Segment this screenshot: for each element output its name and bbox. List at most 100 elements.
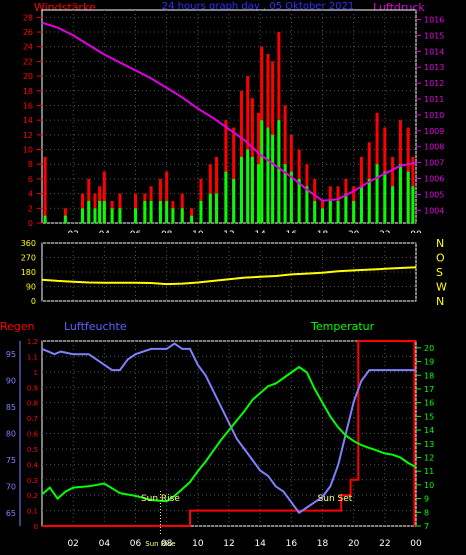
wind-bar (165, 200, 169, 223)
sun-annotations: Sun Rise Sun Rise Sun Set (141, 491, 353, 548)
temperature-tick-label: 20 (424, 344, 434, 353)
wind-bar (305, 186, 309, 223)
temperature-tick-label: 13 (424, 440, 434, 449)
wind-x-tick-label: 20 (348, 230, 360, 233)
pressure-tick-label: 1016 (424, 16, 444, 25)
wind-bar (87, 200, 91, 223)
temperature-tick-label: 19 (424, 358, 434, 367)
temperature-tick-label: 16 (424, 399, 434, 408)
wind-bar (110, 208, 114, 223)
direction-y-ticks: 0 90 180 270 360 (21, 239, 36, 306)
pressure-line-path (41, 21, 417, 202)
sunset-label: Sun Set (318, 494, 353, 504)
rain-tick-label: 0.2 (27, 492, 38, 500)
direction-grid (42, 242, 417, 302)
pressure-tick-label: 1013 (424, 63, 444, 72)
temp-x-tick-label: 18 (317, 539, 329, 549)
temperature-tick-label: 10 (424, 481, 434, 490)
wind-bar (257, 164, 261, 223)
wind-bar (215, 156, 219, 223)
rain-tick-label: 0.8 (27, 400, 38, 408)
wind-y-tick-label: 22 (23, 57, 33, 66)
humidity-tick-label: 75 (6, 456, 16, 465)
wind-x-tick-label: 06 (130, 230, 142, 233)
wind-y-tick-label: 20 (23, 72, 33, 81)
direction-y-tick-label: 360 (21, 239, 36, 248)
wind-y-tick-label: 2 (28, 204, 33, 213)
wind-bar (391, 186, 395, 223)
rain-tick-label: 0.1 (27, 508, 38, 516)
pressure-tick-label: 1004 (424, 206, 444, 215)
compass-label: O (436, 252, 445, 265)
humidity-tick-label: 65 (6, 509, 16, 518)
wind-bar (246, 149, 250, 223)
wind-bar (199, 200, 203, 223)
wind-y-tick-label: 6 (28, 175, 33, 184)
wind-bar (383, 171, 387, 223)
wind-x-tick-label: 04 (99, 230, 111, 233)
wind-bar (313, 200, 317, 223)
wind-x-tick-label: 12 (223, 230, 234, 233)
wind-y-tick-label: 26 (23, 28, 33, 37)
temp-x-tick-label: 02 (67, 539, 78, 549)
temp-grid (42, 340, 417, 527)
wind-bar (297, 178, 301, 223)
rain-line (42, 340, 416, 527)
wind-pressure-chart: Windstärke 24 hours graph day , 05 Oktob… (23, 1, 445, 233)
humidity-y-ticks: 65 70 75 80 85 90 95 (6, 341, 21, 526)
wind-x-tick-label: 16 (286, 230, 298, 233)
wind-bar (375, 164, 379, 223)
wind-x-tick-label: 00 (410, 230, 422, 233)
temperature-axis-title: Temperatur (310, 320, 375, 333)
wind-bar (398, 164, 402, 223)
wind-bar (93, 208, 97, 223)
temp-x-ticks: 02 04 06 08 10 12 14 16 18 20 22 00 (67, 539, 422, 549)
temp-x-tick-label: 10 (192, 539, 204, 549)
wind-y-tick-label: 10 (23, 146, 33, 155)
humidity-axis-title: Luftfeuchte (64, 320, 127, 333)
pressure-y-ticks: 1004 1005 1006 1007 1008 1009 1010 1011 1012 1013… (416, 16, 444, 215)
wind-bar (102, 171, 106, 223)
pressure-tick-label: 1012 (424, 79, 444, 88)
temperature-tick-label: 12 (424, 453, 434, 462)
wind-bar (98, 200, 102, 223)
sunrise-label: Sun Rise (141, 494, 180, 504)
wind-bar (190, 215, 194, 223)
temp-x-tick-label: 22 (379, 539, 390, 549)
humidity-tick-label: 70 (6, 482, 16, 491)
wind-bar (250, 156, 254, 223)
wind-bar (43, 215, 47, 223)
wind-bar (406, 171, 410, 223)
temperature-tick-label: 15 (424, 412, 434, 421)
temp-x-tick-label: 00 (410, 539, 422, 549)
pressure-tick-label: 1006 (424, 174, 444, 183)
pressure-tick-label: 1007 (424, 159, 444, 168)
wind-bar (321, 208, 324, 223)
temp-series (41, 340, 417, 527)
rain-axis-title: Regen (0, 320, 35, 333)
wind-bar (266, 127, 270, 223)
direction-y-tick-label: 180 (21, 268, 36, 277)
pressure-tick-label: 1008 (424, 143, 444, 152)
pressure-tick-label: 1011 (424, 95, 444, 104)
wind-bar (180, 208, 184, 223)
wind-bar (43, 156, 47, 223)
humidity-tick-label: 80 (6, 430, 16, 439)
wind-y-tick-label: 28 (23, 13, 33, 22)
wind-bar (81, 208, 85, 223)
pressure-tick-label: 1005 (424, 190, 444, 199)
direction-y-tick-label: 0 (31, 297, 36, 306)
wind-y-tick-label: 16 (23, 101, 33, 110)
humidity-line (41, 342, 416, 515)
wind-bar (102, 200, 106, 223)
wind-bar (208, 193, 212, 223)
rain-tick-label: 1.2 (27, 338, 38, 346)
temp-x-tick-label: 06 (130, 539, 142, 549)
temp-x-tick-label: 14 (254, 539, 266, 549)
temperature-tick-label: 11 (424, 467, 434, 476)
wind-bar (63, 215, 67, 223)
temp-x-tick-label: 16 (286, 539, 298, 549)
wind-bar (283, 164, 287, 223)
